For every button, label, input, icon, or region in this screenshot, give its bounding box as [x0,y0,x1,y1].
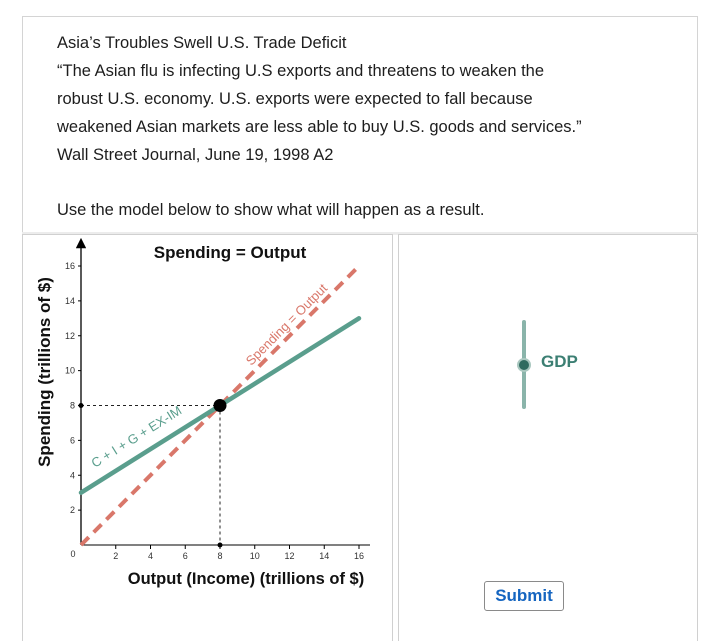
question-instruction: Use the model below to show what will ha… [57,201,485,219]
x-tick-label-12: 12 [284,551,294,561]
y-tick-label-10: 10 [65,366,75,376]
chart-title: Spending = Output [154,243,307,262]
question-quote-line-2: robust U.S. economy. U.S. exports were e… [57,90,533,108]
origin-label: 0 [70,549,75,559]
y-tick-label-16: 16 [65,261,75,271]
y-tick-label-8: 8 [70,401,75,411]
x-tick-label-6: 6 [183,551,188,561]
question-headline: Asia’s Troubles Swell U.S. Trade Deficit [57,34,347,52]
y-tick-label-14: 14 [65,296,75,306]
section-divider [22,232,698,235]
y-tick-label-6: 6 [70,435,75,445]
y-axis-label: Spending (trillions of $) [35,277,54,467]
y-axis-equilibrium-marker [78,403,84,408]
x-tick-label-16: 16 [354,551,364,561]
spending-equals-output-label: Spending = Output [243,280,331,368]
x-tick-label-14: 14 [319,551,329,561]
gdp-slider-knob[interactable] [517,358,531,372]
y-tick-label-12: 12 [65,331,75,341]
x-tick-label-4: 4 [148,551,153,561]
controls-panel [398,234,698,641]
x-tick-label-8: 8 [217,551,222,561]
y-tick-label-4: 4 [70,470,75,480]
equilibrium-point [213,399,227,412]
chart-series [78,264,362,547]
question-quote-line-3: weakened Asian markets are less able to … [57,118,582,136]
question-source: Wall Street Journal, June 19, 1998 A2 [57,146,334,164]
graph-panel [22,234,393,641]
equilibrium-guides [78,403,223,548]
question-card [22,16,698,234]
gdp-slider-label: GDP [541,352,578,371]
x-axis-label: Output (Income) (trillions of $) [128,570,364,588]
submit-button[interactable]: Submit [484,581,564,611]
y-tick-label-2: 2 [70,505,75,515]
x-tick-label-2: 2 [113,551,118,561]
x-tick-label-10: 10 [250,551,260,561]
x-axis-equilibrium-marker [217,542,223,548]
spending-equals-output-line [79,264,361,547]
question-quote-line-1: “The Asian flu is infecting U.S exports … [57,62,545,80]
gdp-slider[interactable] [510,320,540,410]
